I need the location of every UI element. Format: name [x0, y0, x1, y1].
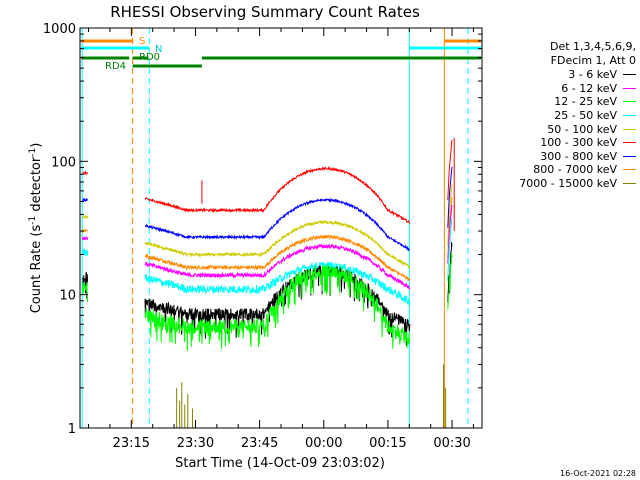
series-line-7: [144, 197, 410, 252]
x-tick-label: 23:45: [241, 436, 278, 451]
x-tick-label: 00:30: [433, 436, 470, 451]
legend-entry-label: 12 - 25 keV: [554, 95, 617, 109]
legend-entry-label: 25 - 50 keV: [554, 109, 617, 123]
legend-entry: 6 - 12 keV: [484, 82, 636, 96]
legend: Det 1,3,4,5,6,9, FDecim 1, Att 0 3 - 6 k…: [484, 40, 636, 190]
legend-header-line-2: FDecim 1, Att 0: [550, 54, 636, 67]
series-layer: [82, 137, 455, 428]
axis-ticks-layer: [80, 28, 482, 429]
legend-entry-label: 3 - 6 keV: [568, 68, 617, 82]
legend-swatch: [623, 142, 636, 144]
series-line-6: [447, 139, 453, 201]
rd4-label: RD4: [105, 61, 126, 72]
generated-timestamp: 16-Oct-2021 02:28: [560, 469, 636, 478]
legend-entry: 7000 - 15000 keV: [484, 177, 636, 191]
x-tick-label: 23:30: [177, 436, 214, 451]
series-line-6: [144, 166, 411, 224]
legend-swatch: [623, 101, 636, 103]
legend-entry: 12 - 25 keV: [484, 95, 636, 109]
legend-entry: 3 - 6 keV: [484, 68, 636, 82]
legend-entry: 800 - 7000 keV: [484, 163, 636, 177]
legend-swatch: [623, 155, 636, 157]
y-label-sup2: -1: [28, 148, 38, 157]
legend-swatch: [623, 115, 636, 117]
legend-swatch: [623, 169, 636, 171]
y-label-sup1: -1: [28, 216, 38, 225]
legend-entry-label: 100 - 300 keV: [540, 136, 617, 150]
series-line-3: [144, 263, 411, 351]
series-line-6: [82, 169, 88, 176]
legend-entry: 300 - 800 keV: [484, 150, 636, 164]
x-axis-label: Start Time (14-Oct-09 23:03:02): [175, 456, 385, 471]
legend-header-line-1: Det 1,3,4,5,6,9,: [549, 40, 636, 53]
y-label-mid: detector: [29, 156, 44, 216]
series-line-3: [82, 282, 89, 303]
series-line-5: [82, 214, 89, 220]
rd0-label: RD0: [139, 52, 160, 63]
legend-entry-label: 300 - 800 keV: [540, 149, 617, 163]
legend-swatch: [623, 183, 636, 185]
y-label-end: ): [29, 143, 44, 148]
legend-entry-label: 6 - 12 keV: [561, 81, 617, 95]
series-line-1: [144, 265, 411, 346]
series-line-4: [447, 218, 453, 282]
series-line-2: [144, 243, 411, 291]
y-label-main: Count Rate (s: [29, 225, 44, 314]
y-tick-label: 100: [51, 155, 76, 170]
legend-entries: 3 - 6 keV 6 - 12 keV 12 - 25 keV 25 - 50 ke…: [484, 68, 636, 190]
legend-entry: 100 - 300 keV: [484, 136, 636, 150]
series-line-5: [447, 184, 453, 246]
y-tick-labels: 1 10 100 1000: [43, 22, 76, 437]
legend-entry: 50 - 100 keV: [484, 122, 636, 136]
plot-frame: [79, 27, 483, 429]
y-tick-label: 1000: [43, 22, 76, 37]
series-line-3: [447, 252, 453, 310]
background-markers-layer: [81, 28, 481, 428]
y-tick-label: 10: [59, 289, 76, 304]
series-line-4: [82, 248, 89, 257]
legend-entry-label: 50 - 100 keV: [547, 122, 617, 136]
legend-swatch: [623, 74, 636, 76]
x-tick-label: 00:15: [369, 436, 406, 451]
legend-swatch: [623, 128, 636, 130]
legend-entry: 25 - 50 keV: [484, 109, 636, 123]
y-axis-label: Count Rate (s-1 detector-1): [28, 143, 44, 314]
x-tick-label: 23:15: [113, 436, 150, 451]
series-line-5: [144, 219, 411, 270]
series-line-7: [447, 166, 453, 228]
series-line-4: [144, 261, 411, 307]
x-tick-label: 00:00: [305, 436, 342, 451]
legend-swatch: [623, 87, 636, 89]
series-line-2: [82, 236, 89, 241]
saa-marker-label: S: [139, 36, 145, 47]
chart-title: RHESSI Observing Summary Count Rates: [110, 3, 420, 21]
x-tick-labels: 23:15 23:30 23:45 00:00 00:15 00:30: [113, 436, 471, 451]
y-tick-label: 1: [68, 422, 76, 437]
legend-entry-label: 7000 - 15000 keV: [519, 177, 617, 191]
night-marker-label: N: [155, 44, 162, 55]
series-line-2: [447, 205, 453, 264]
series-line-7: [82, 197, 88, 203]
legend-entry-label: 800 - 7000 keV: [533, 163, 617, 177]
series-line-8: [144, 234, 411, 281]
